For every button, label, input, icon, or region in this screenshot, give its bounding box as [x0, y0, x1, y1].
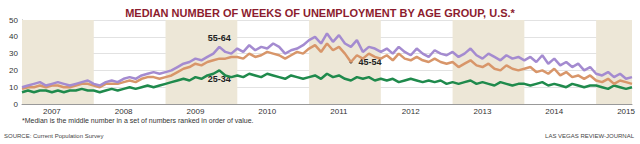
svg-text:55-64: 55-64: [208, 33, 231, 43]
svg-text:20: 20: [9, 66, 18, 75]
svg-text:2008: 2008: [115, 107, 133, 116]
svg-text:0: 0: [14, 100, 19, 109]
svg-text:45-54: 45-54: [358, 57, 382, 67]
svg-text:30: 30: [9, 49, 18, 58]
svg-text:2010: 2010: [258, 107, 276, 116]
svg-text:2013: 2013: [474, 107, 492, 116]
svg-text:2007: 2007: [43, 107, 61, 116]
svg-text:2011: 2011: [330, 107, 348, 116]
svg-text:10: 10: [9, 83, 18, 92]
svg-text:2012: 2012: [402, 107, 420, 116]
svg-text:50: 50: [9, 16, 18, 25]
svg-text:MEDIAN NUMBER OF WEEKS OF UNEM: MEDIAN NUMBER OF WEEKS OF UNEMPLOYMENT B…: [125, 7, 515, 19]
svg-text:2009: 2009: [187, 107, 205, 116]
svg-text:SOURCE: Current Population Sur: SOURCE: Current Population Survey: [4, 133, 103, 139]
svg-text:LAS VEGAS REVIEW-JOURNAL: LAS VEGAS REVIEW-JOURNAL: [545, 133, 635, 139]
svg-text:25-34: 25-34: [207, 73, 231, 84]
svg-text:2014: 2014: [545, 107, 563, 116]
svg-text:2015: 2015: [617, 107, 635, 116]
svg-text:40: 40: [9, 32, 18, 41]
svg-text:*Median is the middle number i: *Median is the middle number in a set of…: [22, 117, 254, 124]
